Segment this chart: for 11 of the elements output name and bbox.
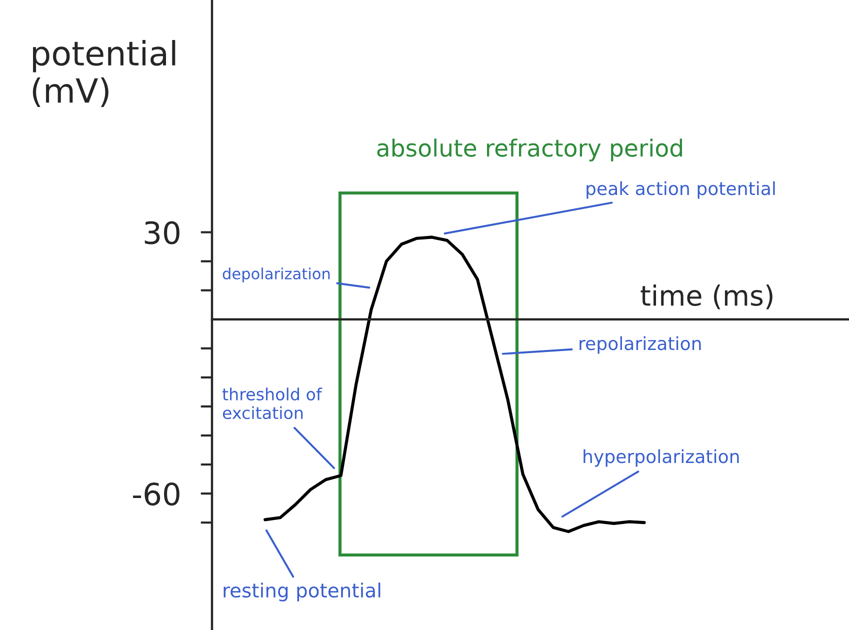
- annotation: hyperpolarization: [584, 449, 739, 467]
- annotation: absolute refractory period: [377, 138, 682, 162]
- annotation: resting potential: [224, 582, 380, 602]
- annotation: peak action potential: [586, 181, 775, 199]
- x-axis-title: time (ms): [640, 284, 772, 310]
- y-tick-label: -60: [133, 482, 180, 506]
- annotation: threshold of excitation: [222, 388, 322, 420]
- annotation: depolarization: [222, 268, 330, 282]
- y-tick-label: 30: [144, 221, 180, 244]
- annotation: repolarization: [580, 336, 701, 354]
- y-axis-title: potential (mV): [32, 40, 176, 108]
